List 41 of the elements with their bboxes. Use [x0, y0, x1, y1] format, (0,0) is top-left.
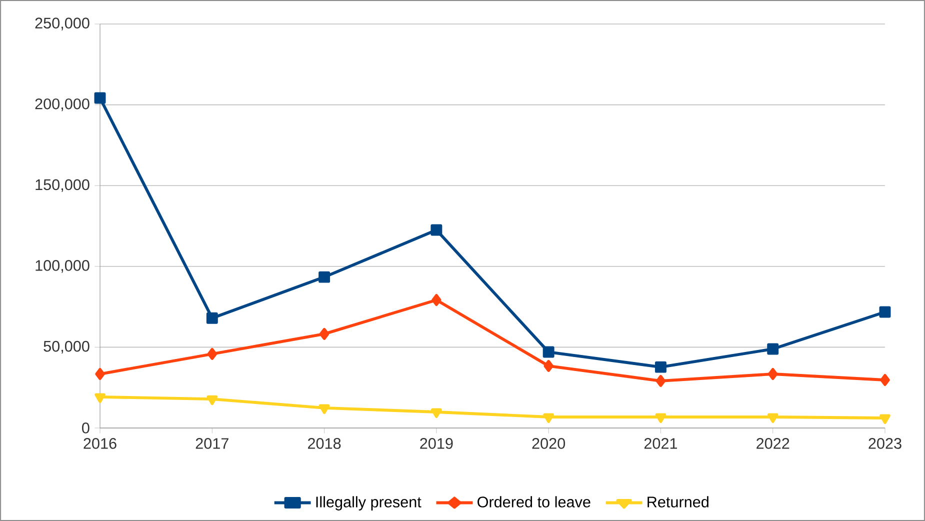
legend-label: Illegally present	[316, 496, 422, 510]
x-tick-label: 2023	[868, 438, 902, 449]
legend-label: Returned	[648, 496, 708, 508]
point	[767, 413, 778, 423]
point	[880, 374, 890, 386]
x-tick-label: 2020	[532, 438, 566, 449]
x-tick-label: 2019	[420, 438, 453, 449]
point	[206, 312, 218, 324]
x-tick-label: 2018	[308, 438, 341, 449]
point	[654, 361, 666, 373]
point	[95, 368, 105, 380]
y-tick-label: 0	[82, 422, 90, 434]
point	[768, 368, 778, 380]
point	[879, 306, 891, 318]
x-tick-label: 2017	[196, 438, 228, 449]
y-tick-label: 150,000	[36, 179, 90, 192]
point	[880, 414, 890, 424]
x-tick-label: 2022	[756, 438, 790, 449]
point	[431, 408, 442, 418]
point	[656, 374, 666, 387]
point	[319, 328, 330, 340]
y-tick-label: 100,000	[36, 260, 90, 273]
point	[430, 224, 442, 236]
point	[767, 343, 779, 355]
point	[544, 360, 554, 372]
point	[94, 92, 106, 104]
point	[207, 348, 218, 360]
point	[206, 395, 218, 406]
point	[318, 404, 330, 414]
point	[543, 413, 554, 423]
point	[542, 346, 554, 358]
point	[318, 271, 330, 283]
point	[94, 393, 106, 403]
y-tick-label: 250,000	[35, 18, 90, 30]
point	[655, 413, 666, 423]
point	[432, 294, 442, 306]
legend-label: Ordered to leave	[478, 496, 590, 508]
x-tick-label: 2016	[84, 438, 116, 449]
y-tick-label: 200,000	[35, 98, 90, 112]
y-tick-label: 50,000	[44, 340, 90, 354]
x-tick-label: 2021	[644, 438, 678, 449]
